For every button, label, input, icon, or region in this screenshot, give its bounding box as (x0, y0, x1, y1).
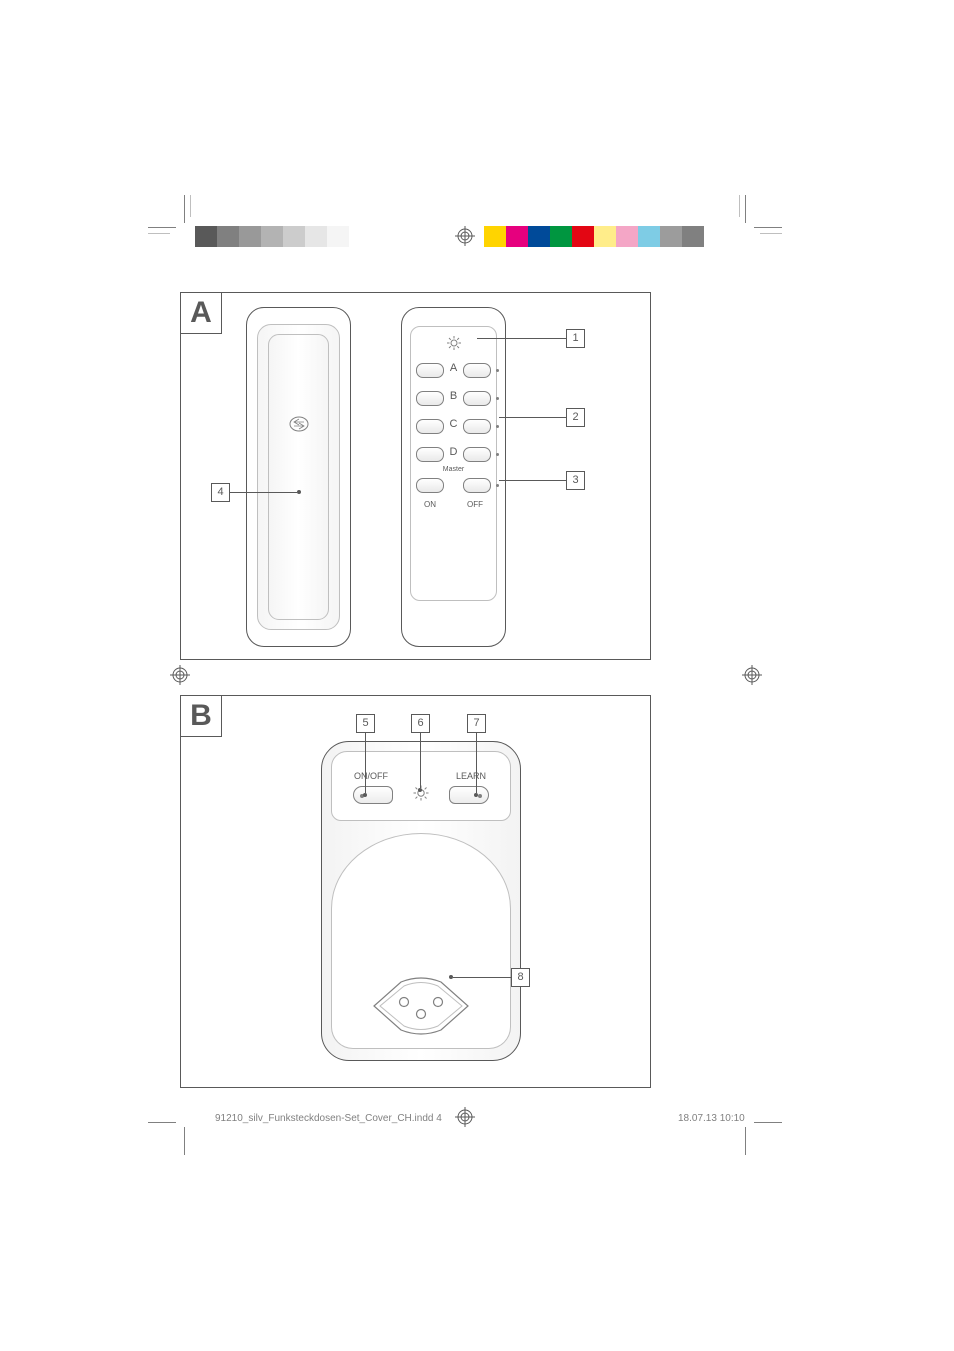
callout-8: 8 (511, 968, 530, 987)
socket-onoff-button[interactable] (353, 786, 393, 804)
off-button-c[interactable] (463, 419, 491, 434)
socket-learn-button[interactable] (449, 786, 489, 804)
remote-button-row: B (416, 388, 491, 410)
plug-socket-icon (366, 976, 476, 1036)
battery-arrow-icon (288, 413, 310, 435)
master-off-button[interactable] (463, 478, 491, 493)
figure-letter: B (180, 695, 222, 737)
remote-back-view (246, 307, 351, 647)
onoff-label: ON/OFF (354, 771, 388, 781)
led-icon (447, 336, 461, 350)
learn-label: LEARN (456, 771, 486, 781)
remote-button-row: C (416, 416, 491, 438)
remote-front-view: A B C D Master (401, 307, 506, 647)
channel-label: D (450, 446, 458, 458)
off-label: OFF (467, 500, 483, 509)
callout-7: 7 (467, 714, 486, 733)
callout-6: 6 (411, 714, 430, 733)
footer-datetime: 18.07.13 10:10 (678, 1113, 745, 1124)
on-button-d[interactable] (416, 447, 444, 462)
callout-5: 5 (356, 714, 375, 733)
figure-a: A (180, 292, 651, 660)
crop-mark-bottom-left (148, 1105, 198, 1155)
on-button-b[interactable] (416, 391, 444, 406)
channel-label: A (450, 362, 457, 374)
off-button-b[interactable] (463, 391, 491, 406)
callout-3: 3 (566, 471, 585, 490)
remote-button-row: A (416, 360, 491, 382)
channel-label: C (450, 418, 458, 430)
on-button-a[interactable] (416, 363, 444, 378)
footer-filename: 91210_silv_Funksteckdosen-Set_Cover_CH.i… (215, 1113, 755, 1124)
remote-button-row: D (416, 444, 491, 466)
callout-2: 2 (566, 408, 585, 427)
on-label: ON (424, 500, 436, 509)
callout-1: 1 (566, 329, 585, 348)
off-button-a[interactable] (463, 363, 491, 378)
channel-label: B (450, 390, 457, 402)
remote-button-row-master (416, 475, 491, 497)
on-button-c[interactable] (416, 419, 444, 434)
master-on-button[interactable] (416, 478, 444, 493)
figure-b: B ON/OFF (180, 695, 651, 1088)
callout-4: 4 (211, 483, 230, 502)
figure-letter: A (180, 292, 222, 334)
off-button-d[interactable] (463, 447, 491, 462)
master-label: Master (443, 466, 464, 473)
